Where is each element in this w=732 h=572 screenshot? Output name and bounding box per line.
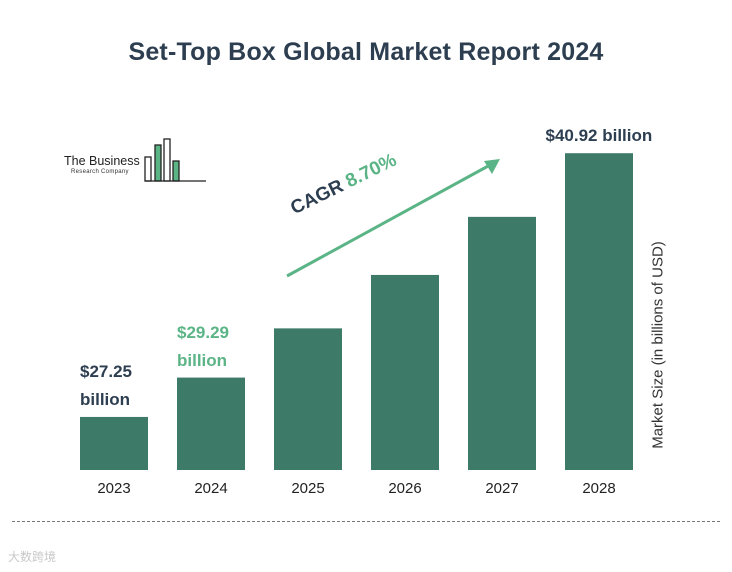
data-label-value: $27.25 bbox=[80, 361, 132, 381]
data-label-2023: $27.25 billion bbox=[80, 358, 132, 414]
dashed-divider bbox=[12, 521, 720, 522]
watermark: 大数跨境 bbox=[8, 550, 57, 564]
x-tick-label: 2023 bbox=[97, 480, 130, 497]
company-logo: The Business Research Company bbox=[64, 136, 214, 186]
logo-bars-icon bbox=[144, 138, 206, 182]
logo-line2: Research Company bbox=[71, 169, 129, 175]
bar-2024 bbox=[177, 377, 245, 470]
data-label-2024: $29.29 billion bbox=[177, 319, 229, 375]
x-tick-label: 2027 bbox=[485, 480, 518, 497]
x-tick-label: 2026 bbox=[388, 480, 421, 497]
data-label-unit: billion bbox=[177, 350, 228, 370]
data-label-value: $29.29 bbox=[177, 322, 229, 342]
bar-2023 bbox=[80, 416, 148, 470]
x-tick-label: 2025 bbox=[291, 480, 324, 497]
bar-2027 bbox=[468, 216, 536, 470]
bar-2026 bbox=[371, 274, 439, 470]
chart-title: Set-Top Box Global Market Report 2024 bbox=[128, 38, 604, 66]
x-tick-label: 2028 bbox=[582, 480, 615, 497]
data-label-unit: billion bbox=[80, 389, 131, 409]
data-label-value: $40.92 billion bbox=[545, 126, 653, 146]
cagr-arrow-line bbox=[286, 163, 491, 278]
logo-line1: The Business bbox=[64, 154, 140, 168]
cagr-arrow-head bbox=[484, 159, 500, 174]
y-axis-label: Market Size (in billions of USD) bbox=[649, 241, 667, 449]
x-tick-label: 2024 bbox=[194, 480, 227, 497]
bar-2025 bbox=[274, 328, 342, 470]
bar-2028 bbox=[565, 153, 633, 470]
data-label-2028: $40.92 billion bbox=[546, 122, 653, 150]
